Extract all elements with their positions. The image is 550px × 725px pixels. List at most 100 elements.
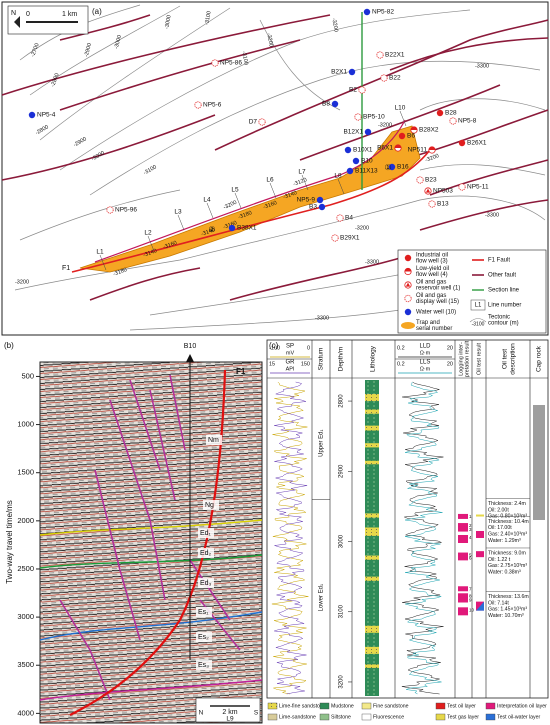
legend-label: flow well (4) xyxy=(416,272,448,278)
test-description: Water: 1.29m³ xyxy=(488,538,521,544)
trap-number: ② xyxy=(208,225,215,234)
well-label: NP511 xyxy=(408,147,428,154)
display-well xyxy=(449,117,457,125)
contour-label: -3140 xyxy=(201,227,216,237)
line-number-tick xyxy=(147,235,155,252)
curve-unit: mV xyxy=(286,350,295,356)
water-well xyxy=(363,8,371,16)
formation-label: Es₂ xyxy=(198,634,209,641)
well-label: D7 xyxy=(249,119,258,126)
curve-name: LLS xyxy=(420,360,431,366)
well-label: B10X1 xyxy=(353,147,373,154)
line-number-tick xyxy=(99,254,107,271)
curve-range: 20 xyxy=(447,361,453,367)
legend-swatch xyxy=(319,702,330,710)
well-label: B3 xyxy=(309,204,317,211)
contour-label: -3200 xyxy=(223,200,238,211)
column-title: Oil test result xyxy=(476,342,482,375)
formation-label: Ng xyxy=(205,502,214,509)
water-well xyxy=(352,157,360,165)
display-well xyxy=(106,206,114,214)
formation-label-bg xyxy=(198,578,214,588)
column-title: Logging inter- xyxy=(458,342,464,376)
contours xyxy=(14,4,546,331)
test-description: Oil: 2.00t xyxy=(488,507,509,513)
test-description: Oil: 17.00t xyxy=(488,525,512,531)
trap-number: ① xyxy=(384,163,391,172)
well-label: NP503 xyxy=(433,188,453,195)
test-description: Water: 10.70m³ xyxy=(488,613,524,619)
sand-bed xyxy=(365,460,379,465)
contour-label: -3120 xyxy=(293,177,308,187)
test-description: Thickness: 10.4m xyxy=(488,519,529,525)
legend-label: Fluorescence xyxy=(373,714,404,720)
stratum-label: Upper Ed₁ xyxy=(319,430,325,457)
scale-box xyxy=(195,697,261,723)
sand-bed xyxy=(365,576,379,581)
sand-bed xyxy=(365,513,379,518)
interpretation-layer xyxy=(458,535,468,543)
legend-swatch xyxy=(435,702,446,710)
line-number-tick xyxy=(177,214,185,231)
legend-label: Lime-fine sandstone xyxy=(279,703,326,709)
depth-tick-label: 3100 xyxy=(339,604,345,618)
industrial-well xyxy=(458,139,466,147)
formation-label-bg xyxy=(203,500,219,510)
contour-label: -3180 xyxy=(113,267,128,277)
interpretation-layer xyxy=(458,526,468,532)
formation-label-bg xyxy=(196,632,212,642)
display-well xyxy=(194,101,202,109)
log-curve xyxy=(271,381,309,695)
well-label: B4 xyxy=(345,215,353,222)
water-well xyxy=(388,163,396,171)
well-label: B10 xyxy=(361,158,373,165)
depth-tick-label: 3200 xyxy=(339,675,345,689)
test-description: Gas: 0.80×10³m³ xyxy=(488,514,527,520)
curve-range: 0.2 xyxy=(397,361,405,367)
stratum-label: Lower Ed₁ xyxy=(319,584,325,611)
formation-label: Es₃ xyxy=(198,662,209,669)
contour-label: -3200 xyxy=(425,153,440,163)
fault-label: F1 xyxy=(236,367,246,376)
legend-contour xyxy=(469,318,487,323)
north-arrow xyxy=(14,16,20,28)
f1-fault-section xyxy=(69,369,227,716)
end-label: N xyxy=(199,710,204,717)
formation-label: Ed₃ xyxy=(200,580,212,587)
industrial-well xyxy=(436,109,444,117)
well-label: BP5-10 xyxy=(363,114,385,121)
oil-test-layer xyxy=(476,514,484,517)
legend-swatch xyxy=(267,702,278,710)
contour-label: -3180 xyxy=(238,210,253,220)
well-label: NP5-9 xyxy=(297,197,316,204)
legend-label: Industrial oil xyxy=(416,253,448,259)
legend-label: Water well (10) xyxy=(416,310,456,316)
legend-label: Section line xyxy=(488,288,520,294)
contour-label: -2700 xyxy=(30,43,40,58)
contour-label: -3200 xyxy=(15,279,29,285)
oil-test-layer xyxy=(476,530,484,538)
formation-label-bg xyxy=(196,660,212,670)
contour-label: -3300 xyxy=(365,259,379,265)
line-number: L4 xyxy=(203,197,211,204)
depth-tick-label: 2800 xyxy=(339,394,345,408)
water-well xyxy=(228,224,236,232)
depth-tick-label: 3000 xyxy=(339,534,345,548)
water-well xyxy=(404,308,412,316)
sand-bed xyxy=(365,625,379,633)
y-tick-label: 3000 xyxy=(17,612,34,621)
interpretation-layer xyxy=(458,513,468,519)
well-label: B11X13 xyxy=(355,168,378,175)
well-label: NP5-4 xyxy=(37,112,56,119)
contour-label: -3300 xyxy=(485,212,499,218)
sand-bed xyxy=(365,394,379,402)
formation-label: Ed₁ xyxy=(200,530,212,537)
contour-label: -3100 xyxy=(240,51,248,66)
curve-range: 15 xyxy=(269,361,275,367)
contour-label: -3300 xyxy=(475,63,489,69)
interpretation-layer xyxy=(458,523,468,529)
interpretation-layer xyxy=(458,555,468,561)
well-label: NP5-11 xyxy=(467,184,489,191)
legend-label: Line number xyxy=(488,303,521,309)
